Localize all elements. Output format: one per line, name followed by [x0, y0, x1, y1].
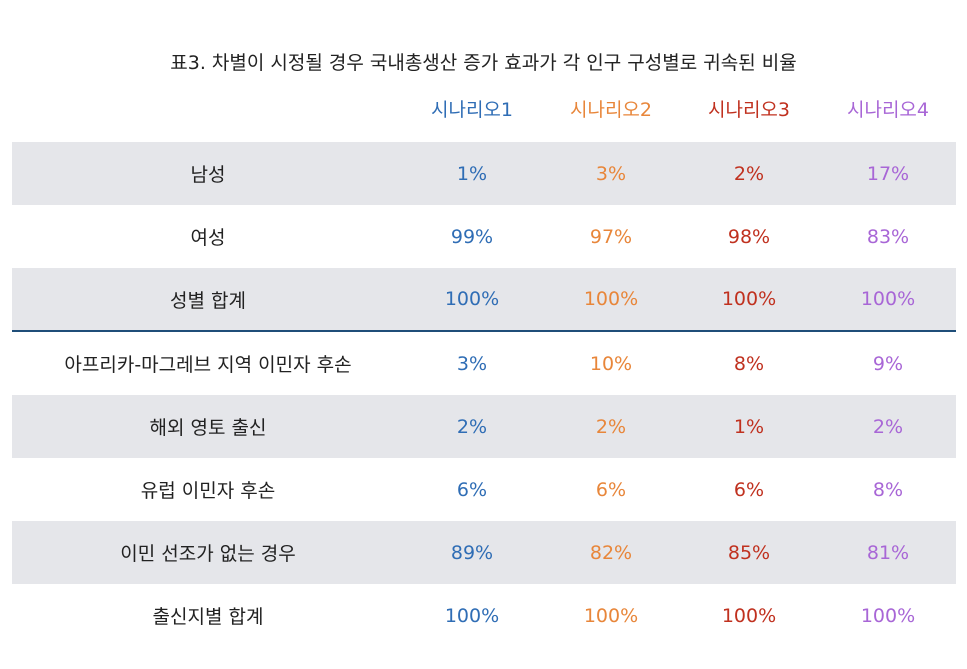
row-label: 유럽 이민자 후손 [140, 480, 276, 502]
cell-scenario-1: 100% [444, 604, 500, 627]
header-scenario-1: 시나리오1 [430, 99, 513, 121]
cell-scenario-2: 97% [589, 225, 633, 248]
header-scenario-4: 시나리오4 [846, 99, 929, 121]
row-label: 출신지별 합계 [152, 606, 264, 628]
cell-scenario-1: 1% [456, 162, 488, 185]
cell-scenario-3: 100% [721, 288, 777, 310]
table-row-no-immigrant: 이민 선조가 없는 경우 89% 82% 85% 81% [12, 521, 956, 584]
table-row-female: 여성 99% 97% 98% 83% [12, 205, 956, 268]
cell-scenario-1: 2% [456, 415, 488, 438]
row-label: 아프리카-마그레브 지역 이민자 후손 [64, 354, 352, 376]
cell-scenario-3: 1% [733, 415, 765, 438]
data-table: 남성 1% 3% 2% 17% 여성 99% 97% 98% 83% 성별 합계… [12, 142, 956, 647]
cell-scenario-3: 2% [733, 162, 765, 185]
row-label: 남성 [190, 164, 226, 186]
table-row-overseas: 해외 영토 출신 2% 2% 1% 2% [12, 395, 956, 458]
cell-scenario-2: 82% [589, 541, 633, 564]
cell-scenario-2: 10% [589, 352, 633, 375]
cell-scenario-2: 100% [583, 288, 639, 310]
header-scenario-3: 시나리오3 [707, 99, 790, 121]
cell-scenario-1: 6% [456, 478, 488, 501]
header-scenario-2: 시나리오2 [569, 99, 652, 121]
row-label: 이민 선조가 없는 경우 [120, 543, 296, 565]
cell-scenario-4: 17% [866, 162, 910, 185]
cell-scenario-2: 3% [595, 162, 627, 185]
table-row-europe: 유럽 이민자 후손 6% 6% 6% 8% [12, 458, 956, 521]
row-label: 여성 [190, 227, 226, 249]
table-row-origin-total: 출신지별 합계 100% 100% 100% 100% [12, 584, 956, 647]
table-title: 표3. 차별이 시정될 경우 국내총생산 증가 효과가 각 인구 구성별로 귀속… [170, 52, 797, 74]
row-label: 성별 합계 [170, 289, 246, 312]
cell-scenario-1: 100% [444, 288, 500, 310]
cell-scenario-1: 3% [456, 352, 488, 375]
cell-scenario-3: 98% [727, 225, 771, 248]
cell-scenario-3: 6% [733, 478, 765, 501]
cell-scenario-3: 85% [727, 541, 771, 564]
cell-scenario-1: 89% [450, 541, 494, 564]
cell-scenario-2: 2% [595, 415, 627, 438]
cell-scenario-4: 83% [866, 225, 910, 248]
table-row-gender-total: 성별 합계 100% 100% 100% 100% [12, 268, 956, 332]
cell-scenario-4: 2% [872, 415, 904, 438]
cell-scenario-4: 81% [866, 541, 910, 564]
cell-scenario-2: 6% [595, 478, 627, 501]
cell-scenario-3: 8% [733, 352, 765, 375]
cell-scenario-4: 100% [860, 604, 916, 627]
cell-scenario-4: 8% [872, 478, 904, 501]
row-label: 해외 영토 출신 [149, 417, 267, 439]
cell-scenario-2: 100% [583, 604, 639, 627]
cell-scenario-3: 100% [721, 604, 777, 627]
table-row-africa-maghreb: 아프리카-마그레브 지역 이민자 후손 3% 10% 8% 9% [12, 332, 956, 395]
cell-scenario-4: 100% [860, 288, 916, 310]
table-row-male: 남성 1% 3% 2% 17% [12, 142, 956, 205]
cell-scenario-1: 99% [450, 225, 494, 248]
cell-scenario-4: 9% [872, 352, 904, 375]
table-header: 시나리오1 시나리오2 시나리오3 시나리오4 [12, 96, 956, 124]
